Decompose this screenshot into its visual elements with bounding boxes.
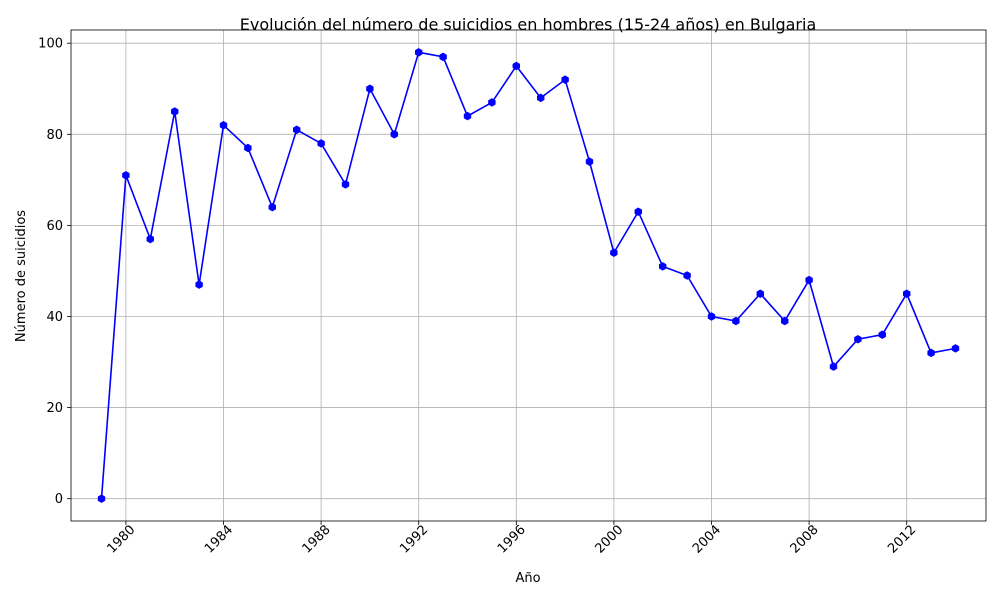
data-point (488, 98, 496, 107)
y-tick-label: 80 (46, 128, 63, 143)
data-point (829, 362, 838, 371)
data-point (390, 130, 399, 139)
data-point (97, 494, 106, 503)
data-point (195, 280, 203, 289)
data-point (780, 316, 789, 326)
plot-frame (70, 29, 987, 522)
data-point (414, 48, 423, 57)
data-point (658, 262, 667, 271)
x-axis: 1980 1984 1988 1992 1996 2000 2004 2008 2012 (104, 521, 919, 557)
data-point (122, 171, 130, 180)
data-point (854, 334, 862, 344)
data-point (732, 316, 740, 326)
x-tick-label: 2012 (885, 523, 919, 557)
y-tick-label: 0 (55, 492, 63, 507)
data-point (902, 289, 911, 299)
chart-title: Evolución del número de suicidios en hom… (240, 15, 817, 34)
series-suicidios (97, 48, 960, 503)
data-point (634, 207, 643, 217)
x-tick-label: 2000 (592, 523, 626, 557)
x-tick-label: 1988 (300, 523, 334, 557)
x-axis-title: Año (515, 571, 540, 586)
data-point (561, 75, 569, 84)
data-point (878, 330, 887, 339)
data-point (219, 120, 228, 130)
y-tick-label: 20 (46, 401, 63, 416)
x-tick-label: 1996 (495, 523, 529, 557)
data-point (170, 107, 179, 116)
y-axis: 0 20 40 60 80 100 (38, 37, 71, 507)
data-point (951, 344, 960, 353)
data-point (756, 289, 765, 299)
x-tick-label: 1992 (397, 523, 431, 557)
data-point (463, 111, 472, 121)
data-point (341, 180, 350, 189)
data-point (268, 202, 277, 212)
x-tick-label: 1984 (202, 523, 236, 557)
data-point (317, 139, 325, 148)
data-point (585, 157, 594, 166)
data-point (244, 143, 252, 153)
x-tick-label: 2004 (690, 523, 724, 557)
data-point (366, 84, 374, 94)
y-axis-title: Número de suicidios (14, 210, 29, 342)
data-point (683, 271, 691, 280)
data-point (805, 275, 813, 285)
data-point (146, 234, 155, 244)
data-point (512, 61, 521, 71)
data-point (439, 52, 447, 62)
y-tick-label: 60 (46, 219, 63, 234)
x-tick-label: 1980 (104, 523, 138, 557)
series-line (100, 51, 956, 499)
y-tick-label: 100 (38, 37, 63, 52)
data-point (707, 312, 716, 321)
grid-lines (71, 30, 986, 521)
data-point (610, 248, 618, 258)
data-point (536, 93, 545, 103)
x-tick-label: 2008 (788, 523, 822, 557)
data-point (292, 125, 301, 135)
data-point (927, 348, 935, 358)
y-tick-label: 40 (46, 310, 63, 325)
